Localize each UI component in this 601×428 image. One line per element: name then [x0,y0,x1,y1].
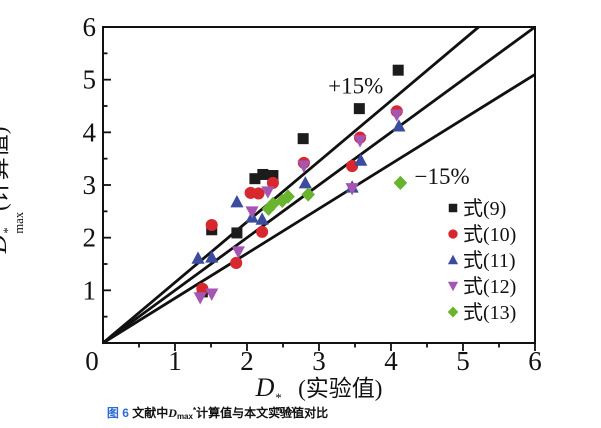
data-point [257,168,269,180]
x-tick-label: 2 [240,346,254,376]
x-tick-label: 6 [528,346,542,376]
y-tick-label: 5 [83,65,97,95]
legend-marker [447,281,459,292]
line-label: +15% [328,73,383,98]
legend-marker [447,306,459,318]
legend-label: 式(9) [463,197,506,220]
figure-caption: 图 6 文献中Dmax*计算值与本文实验值对比 [60,405,375,423]
x-tick-label: 4 [384,346,398,376]
data-point [193,292,207,305]
data-point [267,170,279,182]
data-point [230,195,244,208]
data-point [231,246,245,259]
data-point [205,218,218,232]
caption-text: max [176,412,193,421]
line-label: −15% [415,164,470,189]
data-point [205,288,219,301]
data-point [266,176,279,189]
x-tick-label: 1 [168,346,182,376]
data-point [298,176,312,189]
legend-label: 式(12) [463,275,516,298]
data-point [353,103,365,115]
caption-text: 计算值与本文实验值对比 [196,406,329,420]
y-tick-label: 2 [83,223,97,253]
data-point [256,225,269,238]
data-point [231,227,243,239]
data-point [245,206,259,219]
legend-label: 式(10) [463,223,516,246]
data-point [281,189,295,204]
data-point [261,186,275,199]
y-tick-label: 3 [83,170,97,200]
legend-marker [448,203,458,213]
data-point [353,135,367,148]
data-point [354,153,368,166]
y-tick-label: 1 [83,275,97,305]
data-point [196,282,209,295]
data-point [393,175,408,191]
data-point [390,109,404,122]
reference-line [102,73,536,345]
data-point [346,159,359,173]
y-tick-label: 6 [83,12,97,42]
data-point [249,173,261,185]
x-tick-label: 5 [456,346,470,376]
caption-text: 文献中 [132,406,169,420]
data-point [275,193,290,208]
data-point [230,256,243,269]
data-point [191,251,205,264]
data-point [392,64,404,76]
reference-line [102,25,480,345]
legend-label: 式(13) [463,301,516,324]
data-point [205,250,219,263]
data-point [255,212,269,225]
legend-marker [447,254,459,265]
caption-text: * [192,406,197,415]
data-point [252,187,265,200]
data-point [392,119,406,132]
legend-label: 式(11) [463,249,516,272]
caption-number: 图 6 [106,406,133,420]
x-tick-label: 3 [312,346,326,376]
legend-marker [448,229,458,239]
caption-text: D [168,406,177,420]
x-tick-label: 0 [85,346,99,376]
data-point [297,133,309,145]
data-point [301,187,316,202]
data-point [345,183,359,196]
y-axis-label: D*max(计算值) [0,126,27,254]
x-axis-label: D * max (实验值) [255,373,383,417]
y-tick-label: 4 [83,117,97,147]
reference-line [102,25,536,345]
data-point [297,160,311,173]
